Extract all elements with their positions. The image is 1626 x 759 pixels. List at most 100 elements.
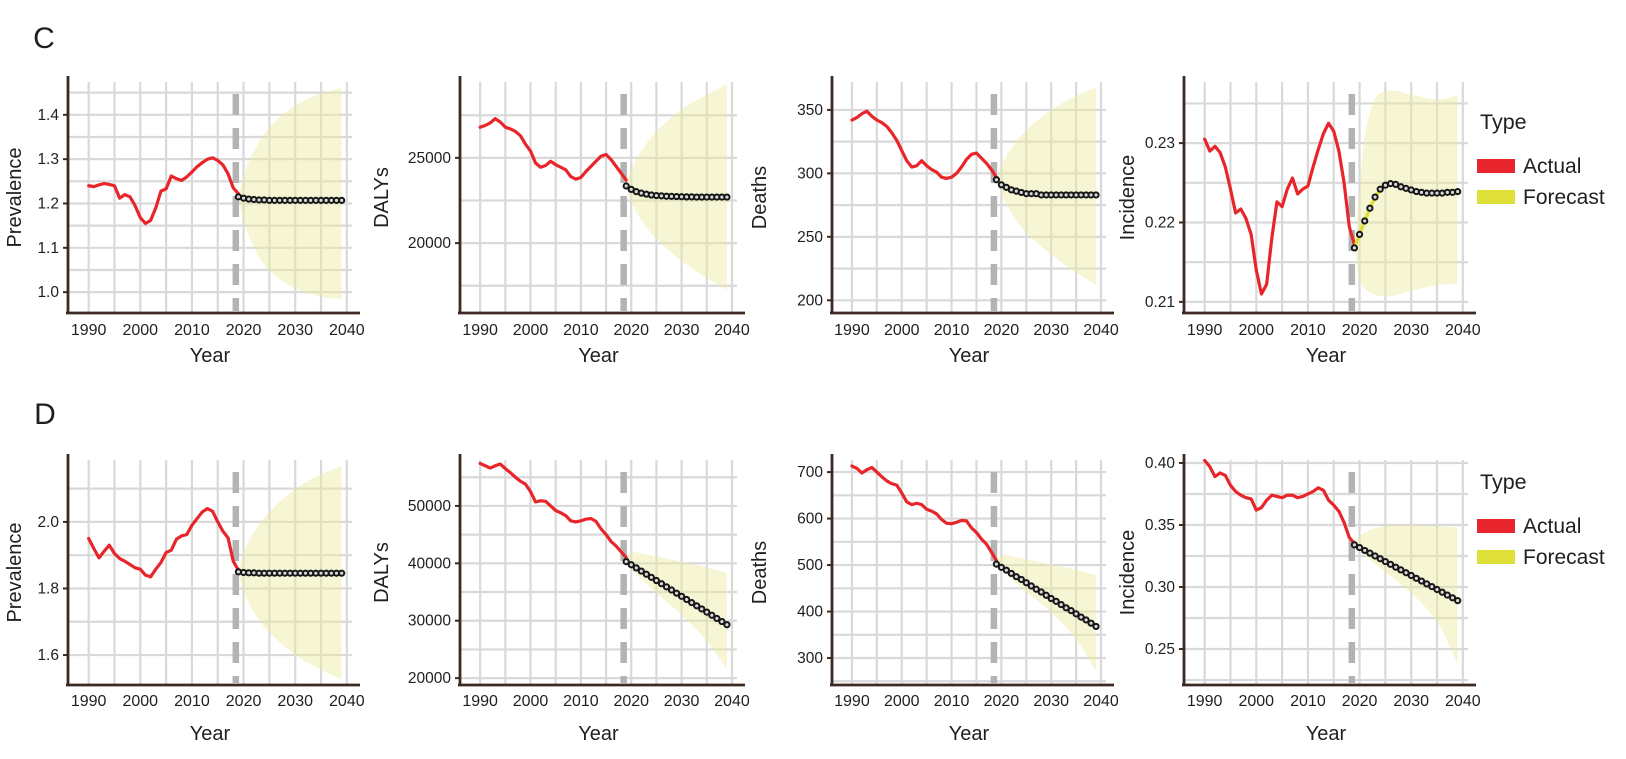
legend-swatch-forecast <box>1477 190 1515 204</box>
svg-text:1.2: 1.2 <box>37 195 59 212</box>
y-tick-labels: 20000 25000 <box>408 150 460 252</box>
svg-text:2000: 2000 <box>1238 693 1274 710</box>
svg-text:1.0: 1.0 <box>37 284 59 301</box>
svg-text:2040: 2040 <box>1445 322 1481 339</box>
x-tick-labels: 1990 2000 2010 2020 2030 2040 <box>462 322 750 339</box>
svg-text:350: 350 <box>797 102 823 119</box>
y-tick-labels: 1.6 1.8 2.0 <box>37 514 68 664</box>
svg-text:2020: 2020 <box>1342 693 1378 710</box>
svg-text:2040: 2040 <box>714 693 750 710</box>
forecast-points <box>1350 180 1462 252</box>
x-axis-title: Year <box>190 723 231 745</box>
svg-text:2040: 2040 <box>329 693 365 710</box>
actual-line <box>1203 121 1357 296</box>
gridlines <box>1184 82 1468 313</box>
svg-text:2000: 2000 <box>122 322 158 339</box>
y-axis-title: Incidence <box>1117 155 1139 241</box>
panel-d-incidence: 0.25 0.30 0.35 0.40 1990 2000 2010 2020 2030 2040… <box>1117 454 1481 745</box>
svg-text:250: 250 <box>797 229 823 246</box>
y-axis-title: Incidence <box>1117 530 1139 616</box>
svg-text:2030: 2030 <box>1393 693 1429 710</box>
svg-text:1.6: 1.6 <box>37 647 59 664</box>
legend-d: Type Actual Forecast <box>1477 470 1605 569</box>
svg-text:2000: 2000 <box>884 693 920 710</box>
svg-text:1990: 1990 <box>462 693 498 710</box>
forecast-points <box>234 568 346 577</box>
svg-text:2000: 2000 <box>1238 322 1274 339</box>
svg-text:2030: 2030 <box>1033 322 1069 339</box>
x-axis-title: Year <box>578 723 619 745</box>
confidence-band <box>1354 90 1458 297</box>
svg-text:2030: 2030 <box>664 693 700 710</box>
y-axis-title: Prevalence <box>4 147 26 247</box>
svg-text:20000: 20000 <box>408 670 451 687</box>
gridlines <box>68 460 352 685</box>
svg-text:0.23: 0.23 <box>1145 135 1175 152</box>
y-tick-labels: 200 250 300 350 <box>797 102 832 309</box>
svg-text:2040: 2040 <box>329 322 365 339</box>
svg-text:1990: 1990 <box>1187 693 1223 710</box>
panel-c-incidence: 0.21 0.22 0.23 1990 2000 2010 2020 2030 2040 Inci… <box>1117 76 1481 367</box>
legend-label-forecast: Forecast <box>1523 186 1605 209</box>
forecast-points <box>234 193 346 204</box>
svg-text:0.35: 0.35 <box>1145 517 1175 534</box>
legend-swatch-actual <box>1477 519 1515 533</box>
svg-text:1.1: 1.1 <box>37 240 59 257</box>
legend-swatch-forecast <box>1477 550 1515 564</box>
gridlines <box>460 460 737 685</box>
x-axis-title: Year <box>1306 723 1347 745</box>
confidence-band <box>996 87 1097 286</box>
confidence-band <box>626 84 727 290</box>
svg-text:1990: 1990 <box>71 693 107 710</box>
svg-text:2030: 2030 <box>277 693 313 710</box>
svg-text:2030: 2030 <box>1033 693 1069 710</box>
legend-title: Type <box>1480 110 1527 134</box>
legend-c: Type Actual Forecast <box>1477 110 1605 209</box>
svg-text:400: 400 <box>797 604 823 621</box>
y-tick-labels: 20000 30000 40000 50000 <box>408 498 460 687</box>
forecast-points <box>1350 541 1462 605</box>
x-tick-labels: 1990 2000 2010 2020 2030 2040 <box>1187 322 1481 339</box>
x-axis-title: Year <box>1306 345 1347 367</box>
section-label-d: D <box>34 398 56 431</box>
x-tick-labels: 1990 2000 2010 2020 2030 2040 <box>834 322 1119 339</box>
x-tick-labels: 1990 2000 2010 2020 2030 2040 <box>71 693 365 710</box>
legend-label-forecast: Forecast <box>1523 546 1605 569</box>
svg-text:2020: 2020 <box>613 322 649 339</box>
y-axis-title: Deaths <box>749 541 771 604</box>
panel-c-dalys: 20000 25000 1990 2000 2010 2020 2030 2040 DALYs Y… <box>371 76 750 367</box>
actual-line <box>478 461 628 560</box>
forecast-points <box>992 176 1100 199</box>
svg-text:2010: 2010 <box>563 322 599 339</box>
confidence-band <box>996 554 1097 672</box>
svg-text:2010: 2010 <box>1290 693 1326 710</box>
svg-text:200: 200 <box>797 292 823 309</box>
actual-line <box>87 506 240 579</box>
y-tick-labels: 1.0 1.1 1.2 1.3 1.4 <box>37 107 68 301</box>
svg-text:1990: 1990 <box>834 693 870 710</box>
svg-text:0.21: 0.21 <box>1145 294 1175 311</box>
svg-text:2000: 2000 <box>513 693 549 710</box>
y-axis-title: DALYs <box>371 167 393 228</box>
panel-d-deaths: 300 400 500 600 700 1990 2000 2010 2020 2030 2040 D… <box>749 454 1119 745</box>
y-tick-labels: 300 400 500 600 700 <box>797 464 832 667</box>
svg-text:0.40: 0.40 <box>1145 455 1176 472</box>
confidence-band <box>238 88 342 300</box>
svg-text:2040: 2040 <box>1083 322 1119 339</box>
svg-text:2040: 2040 <box>1083 693 1119 710</box>
x-tick-labels: 1990 2000 2010 2020 2030 2040 <box>834 693 1119 710</box>
y-tick-labels: 0.25 0.30 0.35 0.40 <box>1145 455 1184 658</box>
svg-text:2010: 2010 <box>934 693 970 710</box>
y-axis-title: Prevalence <box>4 522 26 622</box>
svg-text:40000: 40000 <box>408 555 451 572</box>
panel-c-deaths: 200 250 300 350 1990 2000 2010 2020 2030 2040 Deat… <box>749 76 1119 367</box>
legend-swatch-actual <box>1477 159 1515 173</box>
svg-text:2020: 2020 <box>226 693 262 710</box>
forecast-points <box>992 560 1100 631</box>
svg-text:2030: 2030 <box>664 322 700 339</box>
legend-label-actual: Actual <box>1523 155 1581 178</box>
svg-text:50000: 50000 <box>408 498 451 515</box>
x-axis-title: Year <box>190 345 231 367</box>
y-axis-title: Deaths <box>749 166 771 229</box>
